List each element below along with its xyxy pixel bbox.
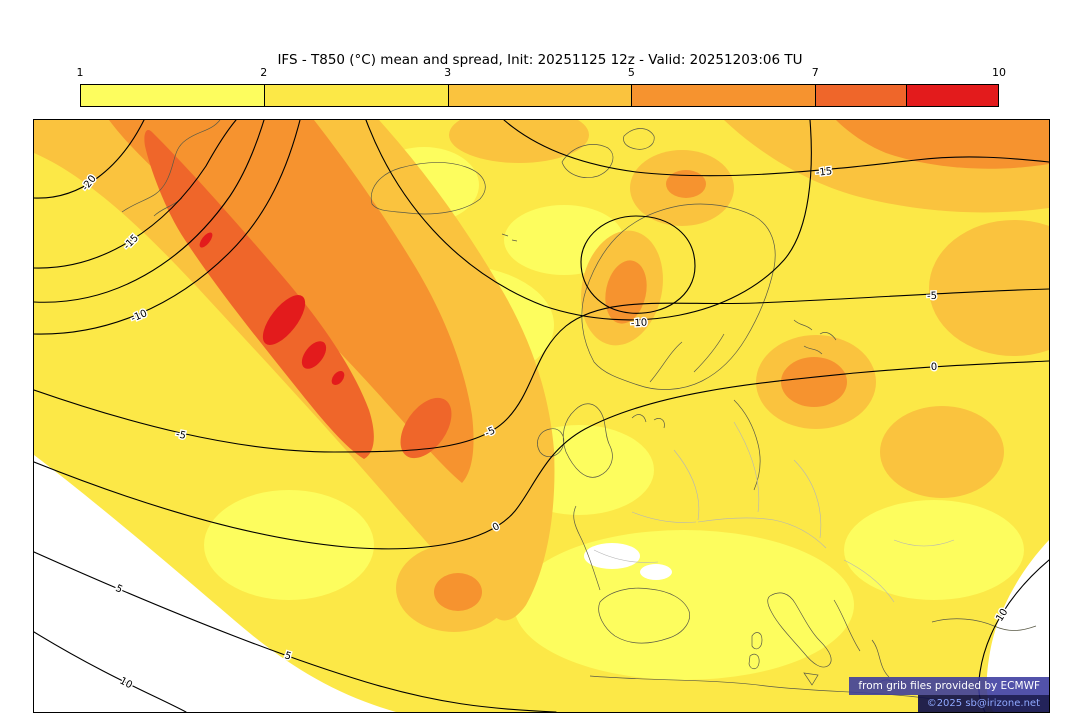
isotherm-zero	[34, 360, 1049, 550]
colorbar-ticks: 1 2 3 5 7 10	[76, 66, 1007, 80]
isotherm-minus10-west	[34, 120, 301, 335]
spread-deep-orange-regions	[144, 129, 452, 459]
coastline-scandinavia	[581, 203, 837, 491]
attribution-provider: from grib files provided by ECMWF	[849, 677, 1049, 695]
isotherm-closed-low	[580, 215, 696, 314]
colorbar-tick-label: 3	[444, 66, 452, 79]
contour-label: -10	[631, 318, 648, 330]
coastlines	[121, 120, 1037, 702]
attribution: from grib files provided by ECMWF ©2025 …	[849, 677, 1049, 712]
weather-map: -20 -15 -10 -10 -15 -5 -5 -5 0 0 5 5 10 …	[33, 119, 1050, 713]
isotherm-minus5	[34, 288, 1049, 453]
coastline-british-isles	[537, 403, 613, 478]
border-lines	[593, 421, 955, 603]
spread-red-regions	[199, 232, 345, 386]
colorbar-segment	[264, 85, 448, 106]
spread-below-min-regions	[34, 455, 1049, 712]
isotherm-plus10-southwest	[34, 631, 187, 712]
colorbar-segment	[814, 85, 907, 106]
contour-label: -15	[815, 166, 832, 179]
coastline-north-atlantic	[121, 120, 655, 242]
colorbar-segment	[447, 85, 632, 106]
isotherm-contours	[34, 120, 1049, 712]
colorbar-segment	[81, 85, 265, 106]
colorbar-segment	[906, 85, 998, 106]
isotherm-plus5	[34, 551, 557, 712]
contour-label: 0	[931, 362, 938, 373]
isotherm-minus15-west	[34, 120, 237, 269]
colorbar	[80, 84, 999, 107]
map-canvas: -20 -15 -10 -10 -15 -5 -5 -5 0 0 5 5 10 …	[34, 120, 1049, 712]
country-borders	[593, 421, 955, 603]
contour-label: -5	[175, 429, 187, 442]
isotherm-unlabeled	[34, 120, 265, 303]
spread-fill-regions	[34, 120, 1049, 712]
attribution-copyright: ©2025 sb@irizone.net	[917, 695, 1049, 712]
isotherm-minus15-north	[503, 120, 1049, 177]
colorbar-tick-label: 2	[260, 66, 268, 79]
colorbar-tick-label: 1	[76, 66, 84, 79]
colorbar-tick-label: 7	[811, 66, 819, 79]
isotherm-minus10-arch	[365, 120, 812, 321]
contour-label: -5	[927, 291, 937, 302]
map-title: IFS - T850 (°C) mean and spread, Init: 2…	[277, 52, 803, 68]
colorbar-tick-label: 5	[627, 66, 635, 79]
colorbar-tick-label: 10	[992, 66, 1006, 79]
isotherm-minus20	[34, 120, 145, 199]
colorbar-segment	[631, 85, 815, 106]
